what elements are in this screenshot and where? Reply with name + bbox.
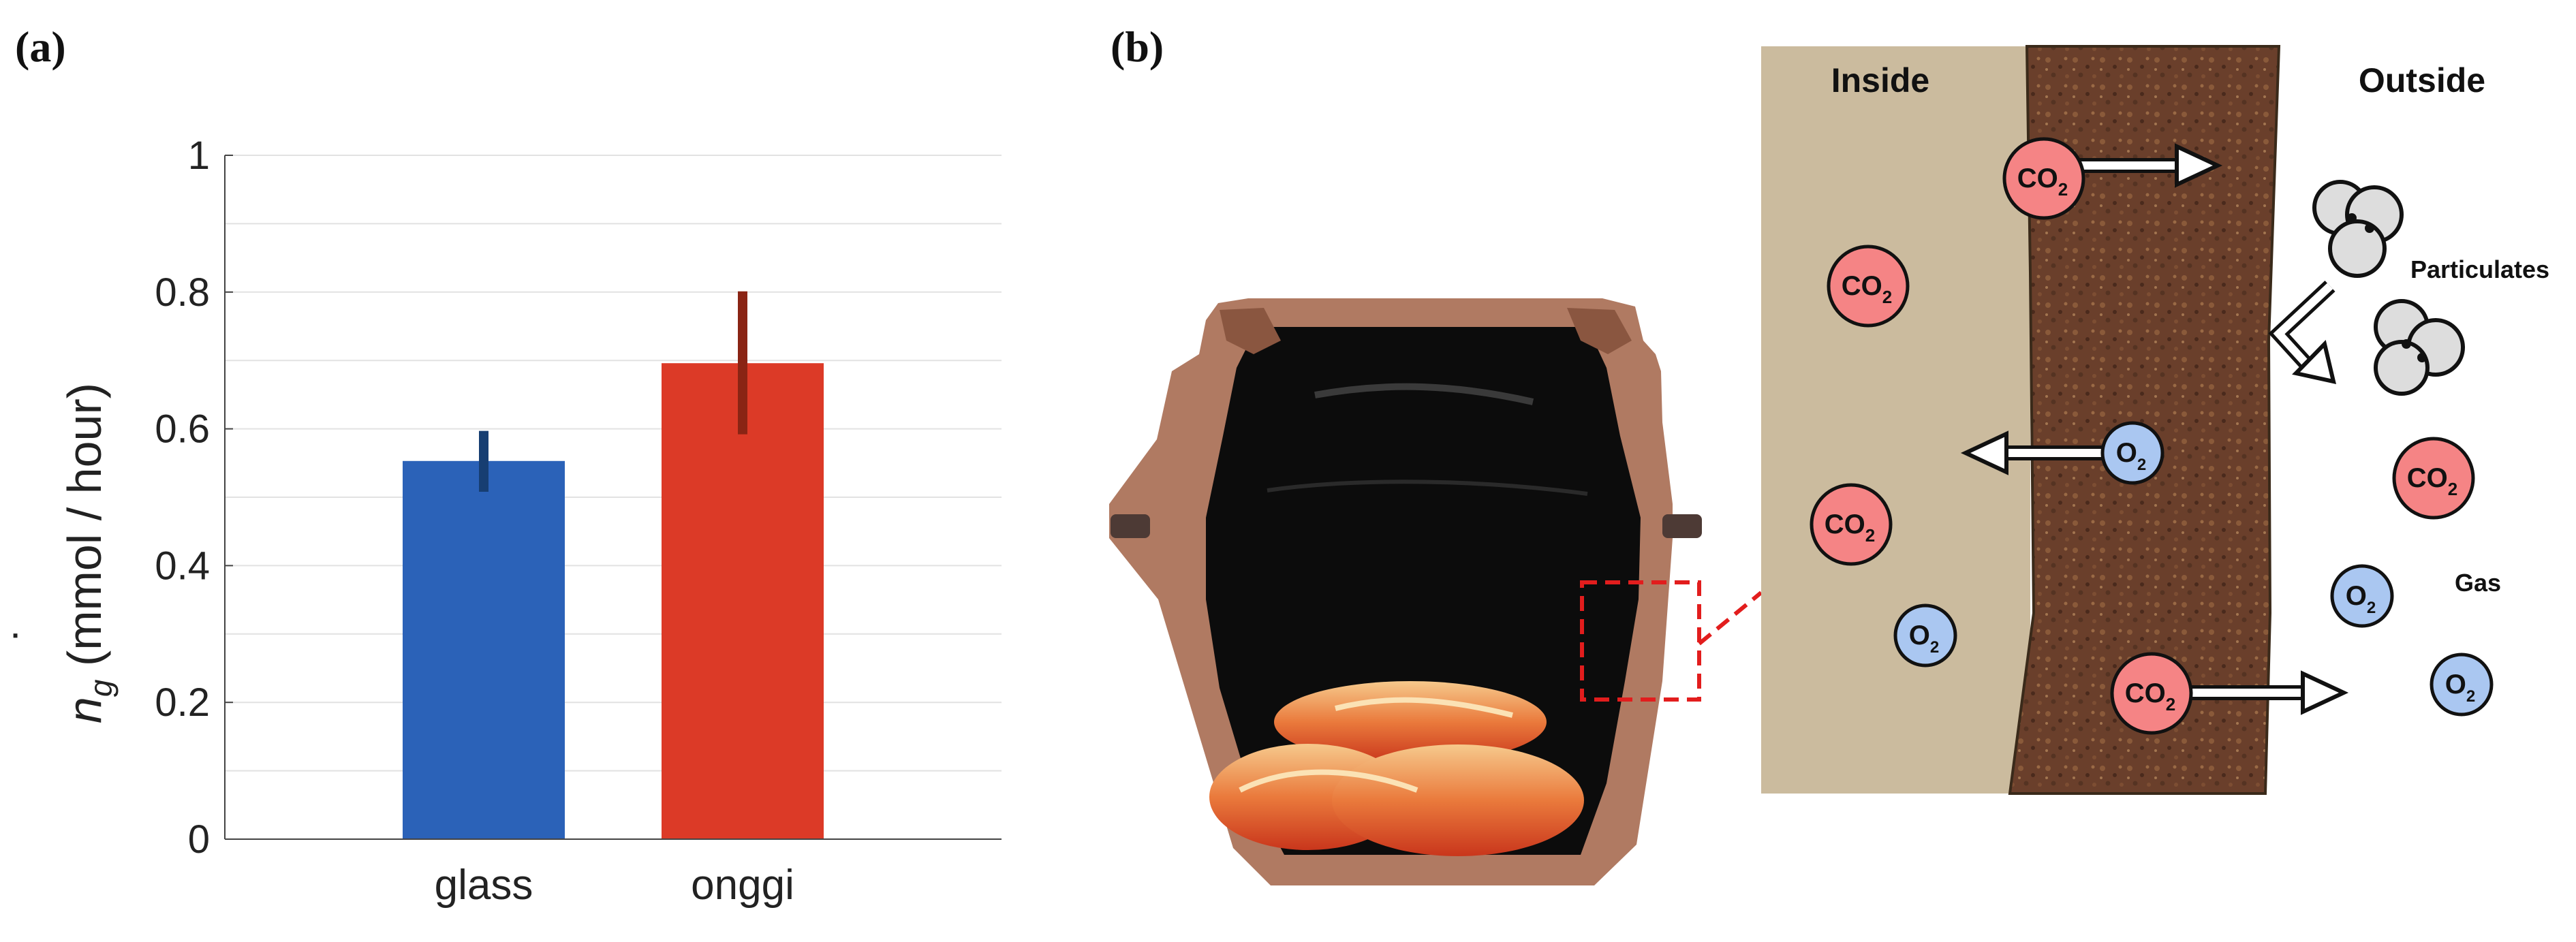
svg-text:O2: O2 xyxy=(1909,621,1939,657)
bar-glass xyxy=(403,460,565,839)
arrow-o2-inward xyxy=(1960,430,2102,475)
y-axis-label-main: n xyxy=(58,697,111,723)
particulate-cluster-bottom xyxy=(2374,299,2465,396)
co2-molecule: CO2 xyxy=(1810,483,1893,566)
particulate-cluster-top xyxy=(2312,180,2404,278)
gas-label: Gas xyxy=(2455,569,2501,597)
x-tick-labels: glass onggi xyxy=(435,862,794,909)
co2-molecule: CO2 xyxy=(2110,652,2193,735)
y-tick-label: 1 xyxy=(188,134,210,178)
bar-onggi xyxy=(662,363,824,839)
svg-text:CO2: CO2 xyxy=(1825,509,1875,546)
y-tick-label: 0.4 xyxy=(155,544,210,588)
panel-label-b: (b) xyxy=(1111,22,1164,71)
y-tick-labels: 0 0.2 0.4 0.6 0.8 1 xyxy=(155,134,233,862)
error-bars xyxy=(479,291,747,492)
svg-text:CO2: CO2 xyxy=(2125,678,2175,715)
inside-region xyxy=(1761,46,2030,794)
y-tick-label: 0.2 xyxy=(155,680,210,725)
x-tick-label-glass: glass xyxy=(435,862,533,909)
co2-molecule: CO2 xyxy=(2002,137,2085,220)
grid-lines xyxy=(225,155,1002,772)
o2-molecule: O2 xyxy=(2430,653,2494,717)
svg-text:O2: O2 xyxy=(2445,670,2475,706)
svg-text:O2: O2 xyxy=(2346,581,2376,617)
y-axis-label-sub: g xyxy=(83,679,119,697)
o2-molecule: O2 xyxy=(1893,603,1957,668)
o2-molecule: O2 xyxy=(2100,421,2164,485)
gas-exchange-diagram: Inside Outside Particulates Gas xyxy=(1761,45,2549,795)
y-axis-label-dot: ˙ xyxy=(5,625,58,641)
y-tick-label: 0.6 xyxy=(155,407,210,452)
particulates-label: Particulates xyxy=(2410,255,2549,283)
co2-molecule: CO2 xyxy=(1827,245,1910,328)
svg-text:CO2: CO2 xyxy=(2017,163,2068,200)
arrow-co2-outward xyxy=(2190,670,2349,715)
y-tick-label: 0 xyxy=(188,817,210,862)
bars xyxy=(403,363,824,839)
onggi-wall xyxy=(2008,45,2281,795)
co2-molecule: CO2 xyxy=(2392,437,2475,520)
outside-label: Outside xyxy=(2359,61,2485,99)
y-axis-label: ng (mmol / hour) xyxy=(58,383,119,723)
y-tick-label: 0.8 xyxy=(155,270,210,315)
x-tick-label-onggi: onggi xyxy=(691,862,794,909)
arrow-co2-into-wall xyxy=(2075,143,2223,188)
panel-label-a: (a) xyxy=(15,22,66,71)
y-axis-label-unit: (mmol / hour) xyxy=(58,383,111,680)
inside-label: Inside xyxy=(1831,61,1929,99)
bar-chart: 0 0.2 0.4 0.6 0.8 1 glass onggi ng (mmol / hou… xyxy=(5,134,1002,909)
svg-text:CO2: CO2 xyxy=(2407,463,2457,499)
molecules: CO2 CO2 CO2 CO2 CO2 O2 O2 O2 O2 xyxy=(1810,137,2494,735)
arrow-particulates-blocked xyxy=(2268,280,2337,384)
onggi-jar-illustration xyxy=(1109,298,1763,885)
svg-text:CO2: CO2 xyxy=(1842,271,1892,307)
o2-molecule: O2 xyxy=(2330,564,2394,628)
svg-text:O2: O2 xyxy=(2116,438,2146,474)
